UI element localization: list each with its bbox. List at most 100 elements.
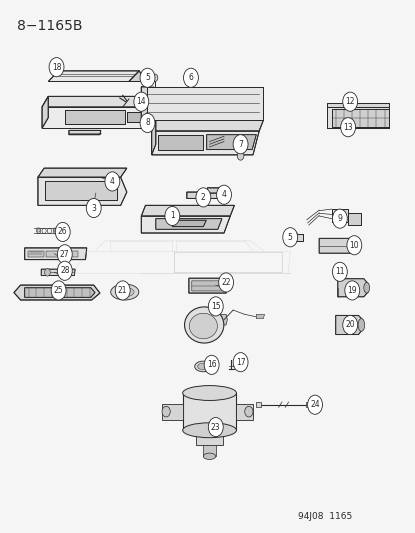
Polygon shape xyxy=(38,177,127,205)
Circle shape xyxy=(183,68,198,87)
Polygon shape xyxy=(27,251,44,257)
Circle shape xyxy=(219,273,234,292)
Text: 22: 22 xyxy=(221,278,231,287)
Text: 24: 24 xyxy=(310,400,320,409)
Circle shape xyxy=(343,92,358,111)
Polygon shape xyxy=(192,281,225,291)
Polygon shape xyxy=(237,403,253,419)
Circle shape xyxy=(134,92,149,111)
Polygon shape xyxy=(187,192,222,198)
Polygon shape xyxy=(69,131,101,135)
Circle shape xyxy=(334,266,342,277)
Text: 5: 5 xyxy=(288,233,293,242)
Circle shape xyxy=(204,356,219,374)
Polygon shape xyxy=(256,402,261,407)
Ellipse shape xyxy=(198,364,209,369)
Text: 8−1165B: 8−1165B xyxy=(17,19,83,33)
Circle shape xyxy=(308,395,322,414)
Polygon shape xyxy=(45,181,117,200)
Polygon shape xyxy=(196,430,223,445)
Polygon shape xyxy=(158,135,203,150)
Text: 18: 18 xyxy=(52,63,61,71)
Text: 3: 3 xyxy=(91,204,96,213)
Text: 26: 26 xyxy=(58,228,68,237)
Ellipse shape xyxy=(358,319,365,332)
Polygon shape xyxy=(42,96,156,107)
Polygon shape xyxy=(142,87,264,120)
Text: 6: 6 xyxy=(188,73,193,82)
Circle shape xyxy=(347,236,362,255)
Polygon shape xyxy=(38,168,127,177)
Ellipse shape xyxy=(364,282,370,293)
Ellipse shape xyxy=(195,361,212,372)
Ellipse shape xyxy=(183,423,237,438)
Circle shape xyxy=(245,406,253,417)
Circle shape xyxy=(332,209,347,228)
Text: 28: 28 xyxy=(60,266,70,275)
Text: 15: 15 xyxy=(211,302,221,311)
Text: 19: 19 xyxy=(347,286,357,295)
Circle shape xyxy=(44,269,50,276)
Polygon shape xyxy=(54,228,57,232)
Polygon shape xyxy=(319,238,361,253)
Circle shape xyxy=(332,262,347,281)
Text: 9: 9 xyxy=(337,214,342,223)
Polygon shape xyxy=(24,288,95,297)
Text: 5: 5 xyxy=(145,73,150,82)
Polygon shape xyxy=(14,285,100,300)
Polygon shape xyxy=(142,205,234,216)
Polygon shape xyxy=(46,251,61,257)
Polygon shape xyxy=(306,402,312,407)
Polygon shape xyxy=(332,109,389,127)
Polygon shape xyxy=(151,120,264,131)
Ellipse shape xyxy=(189,313,217,339)
Polygon shape xyxy=(151,131,259,155)
Circle shape xyxy=(140,68,155,87)
Circle shape xyxy=(345,281,360,300)
Text: 2: 2 xyxy=(201,193,206,202)
Polygon shape xyxy=(338,279,368,297)
Text: 13: 13 xyxy=(343,123,353,132)
Text: 10: 10 xyxy=(349,241,359,250)
Circle shape xyxy=(51,281,66,300)
Text: 11: 11 xyxy=(335,268,344,276)
Polygon shape xyxy=(127,112,146,122)
Polygon shape xyxy=(348,213,361,225)
Polygon shape xyxy=(332,209,348,222)
Polygon shape xyxy=(290,233,303,241)
Circle shape xyxy=(55,222,70,241)
Circle shape xyxy=(86,198,101,217)
Circle shape xyxy=(165,206,180,225)
Ellipse shape xyxy=(111,284,139,300)
Polygon shape xyxy=(63,251,78,257)
Text: 4: 4 xyxy=(110,177,115,186)
Polygon shape xyxy=(129,71,144,82)
Text: 25: 25 xyxy=(54,286,63,295)
Circle shape xyxy=(233,135,248,154)
Circle shape xyxy=(196,188,211,207)
Text: 16: 16 xyxy=(207,360,217,369)
Polygon shape xyxy=(41,269,75,276)
Polygon shape xyxy=(142,87,147,120)
Circle shape xyxy=(140,114,155,133)
Circle shape xyxy=(49,58,64,77)
Circle shape xyxy=(217,185,232,204)
Text: 1: 1 xyxy=(170,212,175,221)
Circle shape xyxy=(57,245,72,264)
Polygon shape xyxy=(336,316,363,335)
Polygon shape xyxy=(48,71,139,82)
Text: 94J08  1165: 94J08 1165 xyxy=(298,512,353,521)
Text: 7: 7 xyxy=(238,140,243,149)
Polygon shape xyxy=(327,103,390,107)
Circle shape xyxy=(152,74,158,82)
Polygon shape xyxy=(42,107,149,128)
Ellipse shape xyxy=(115,287,134,297)
Ellipse shape xyxy=(185,307,224,343)
Text: 4: 4 xyxy=(222,190,227,199)
Text: 23: 23 xyxy=(211,423,221,432)
Ellipse shape xyxy=(203,453,216,459)
Circle shape xyxy=(208,417,223,437)
Polygon shape xyxy=(37,228,40,232)
Text: 27: 27 xyxy=(60,250,70,259)
Polygon shape xyxy=(208,188,225,193)
